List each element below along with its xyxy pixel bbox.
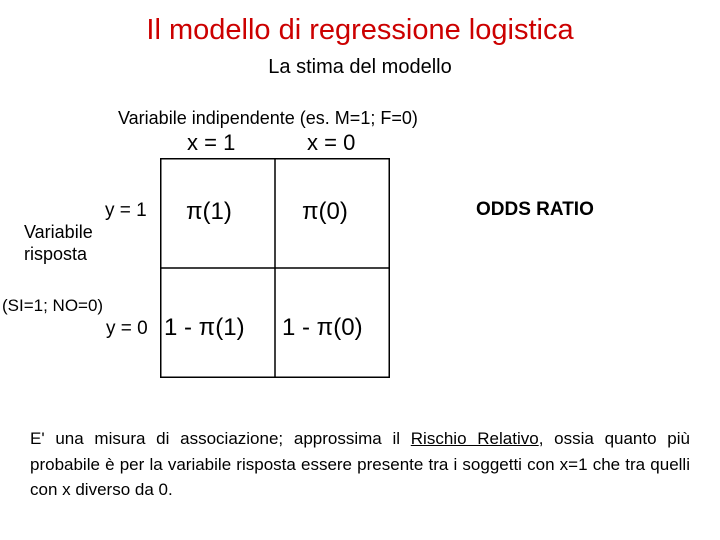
response-label-line1: Variabile	[24, 222, 93, 242]
cell-1-minus-pi-1: 1 - π(1)	[164, 314, 245, 342]
footer-text-pre: E' una misura di associazione; approssim…	[30, 429, 411, 448]
row-header-y0: y = 0	[106, 318, 148, 340]
cell-1-minus-pi-0: 1 - π(0)	[282, 314, 363, 342]
cell-pi-0: π(0)	[302, 198, 348, 226]
slide-title: Il modello di regressione logistica	[0, 14, 720, 47]
column-header-x0: x = 0	[307, 130, 355, 156]
independent-variable-label: Variabile indipendente (es. M=1; F=0)	[118, 108, 418, 129]
two-by-two-grid	[160, 158, 390, 378]
cell-pi-1: π(1)	[186, 198, 232, 226]
footer-underlined-term: Rischio Relativo	[411, 429, 539, 448]
footer-paragraph: E' una misura di associazione; approssim…	[30, 426, 690, 503]
response-label-line2: risposta	[24, 244, 87, 264]
odds-ratio-label: ODDS RATIO	[476, 199, 594, 221]
column-header-x1: x = 1	[187, 130, 235, 156]
si-no-label: (SI=1; NO=0)	[2, 296, 103, 316]
response-variable-label: Variabile risposta	[24, 222, 93, 265]
slide-subtitle: La stima del modello	[0, 56, 720, 79]
row-header-y1: y = 1	[105, 200, 147, 222]
